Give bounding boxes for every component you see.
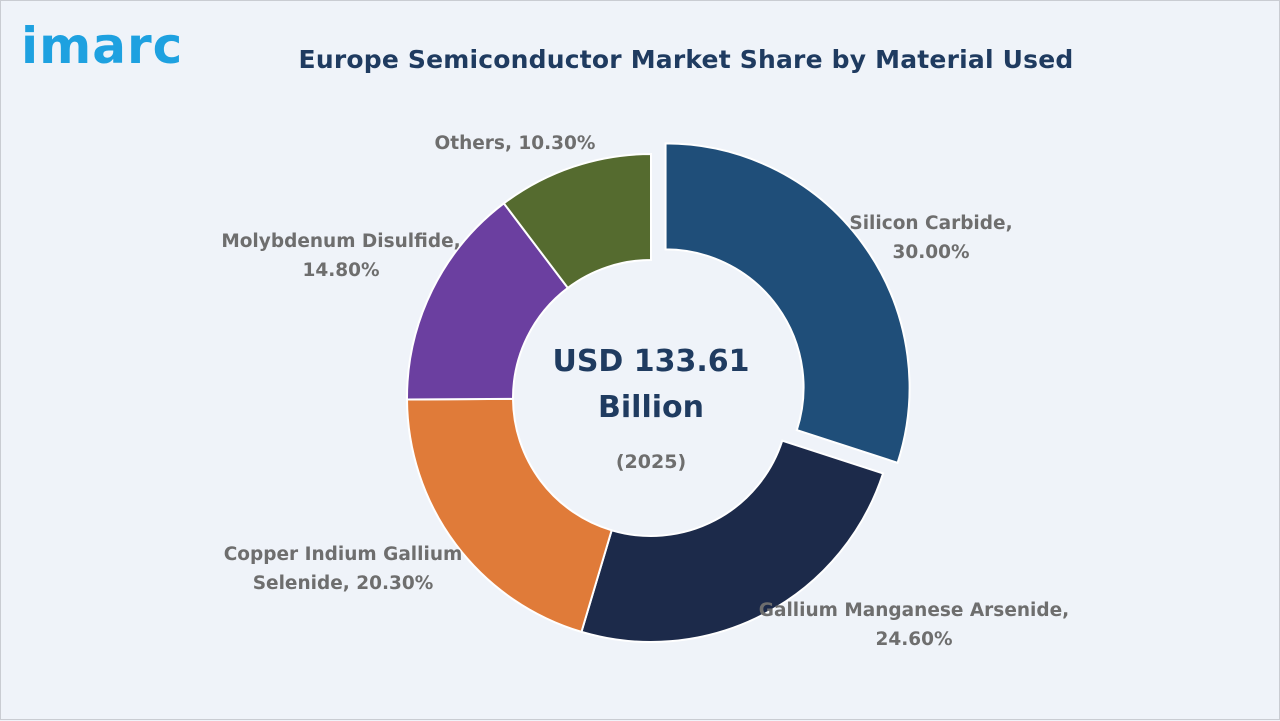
- slice-label-silicon-carbide: Silicon Carbide, 30.00%: [849, 213, 1013, 263]
- donut-slice-others: [502, 152, 652, 290]
- slice-label-gallium-manganese-arsenide: Gallium Manganese Arsenide, 24.60%: [758, 600, 1070, 650]
- donut-slice-gallium-manganese-arsenide: [580, 439, 885, 643]
- slice-label-others: Others, 10.30%: [434, 133, 596, 154]
- imarc-logo: imarc: [21, 17, 184, 75]
- total-market-value: USD 133.61 Billion: [552, 344, 750, 425]
- slice-label-molybdenum-disulfide: Molybdenum Disulfide, 14.80%: [221, 231, 461, 281]
- donut-slice-copper-indium-gallium-selenide: [405, 397, 613, 634]
- total-market-year: (2025): [615, 451, 687, 473]
- donut-slice-silicon-carbide: [664, 142, 911, 465]
- chart-title: Europe Semiconductor Market Share by Mat…: [298, 45, 1074, 74]
- slice-label-copper-indium-gallium-selenide: Copper Indium Gallium Selenide, 20.30%: [223, 544, 463, 594]
- donut-slices: [405, 142, 911, 643]
